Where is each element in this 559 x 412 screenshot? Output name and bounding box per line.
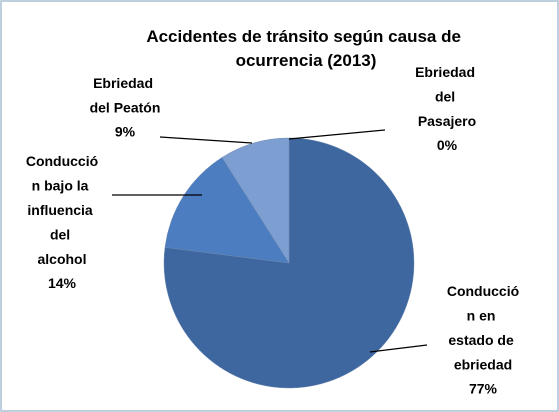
slice-label: Conducció n en estado de ebriedad [447,283,519,373]
slice-value-label: 77% [469,381,498,397]
slice-label: Ebriedad del Pasajero [415,64,479,129]
pie-slice [221,137,290,264]
slice-label: Conducció n bajo la influencia del alcoho… [26,153,98,267]
slice-value-label: 0% [437,137,458,153]
slice-label: Ebriedad del Peatón [90,75,161,116]
leader-line [288,129,386,140]
pie-slice [164,157,290,264]
chart-title: Accidentes de tránsito según causa de oc… [146,27,465,70]
slice-value-label: 9% [115,124,136,140]
slice-value-label: 14% [48,275,77,291]
leader-line [159,136,253,144]
leader-line [369,344,428,353]
